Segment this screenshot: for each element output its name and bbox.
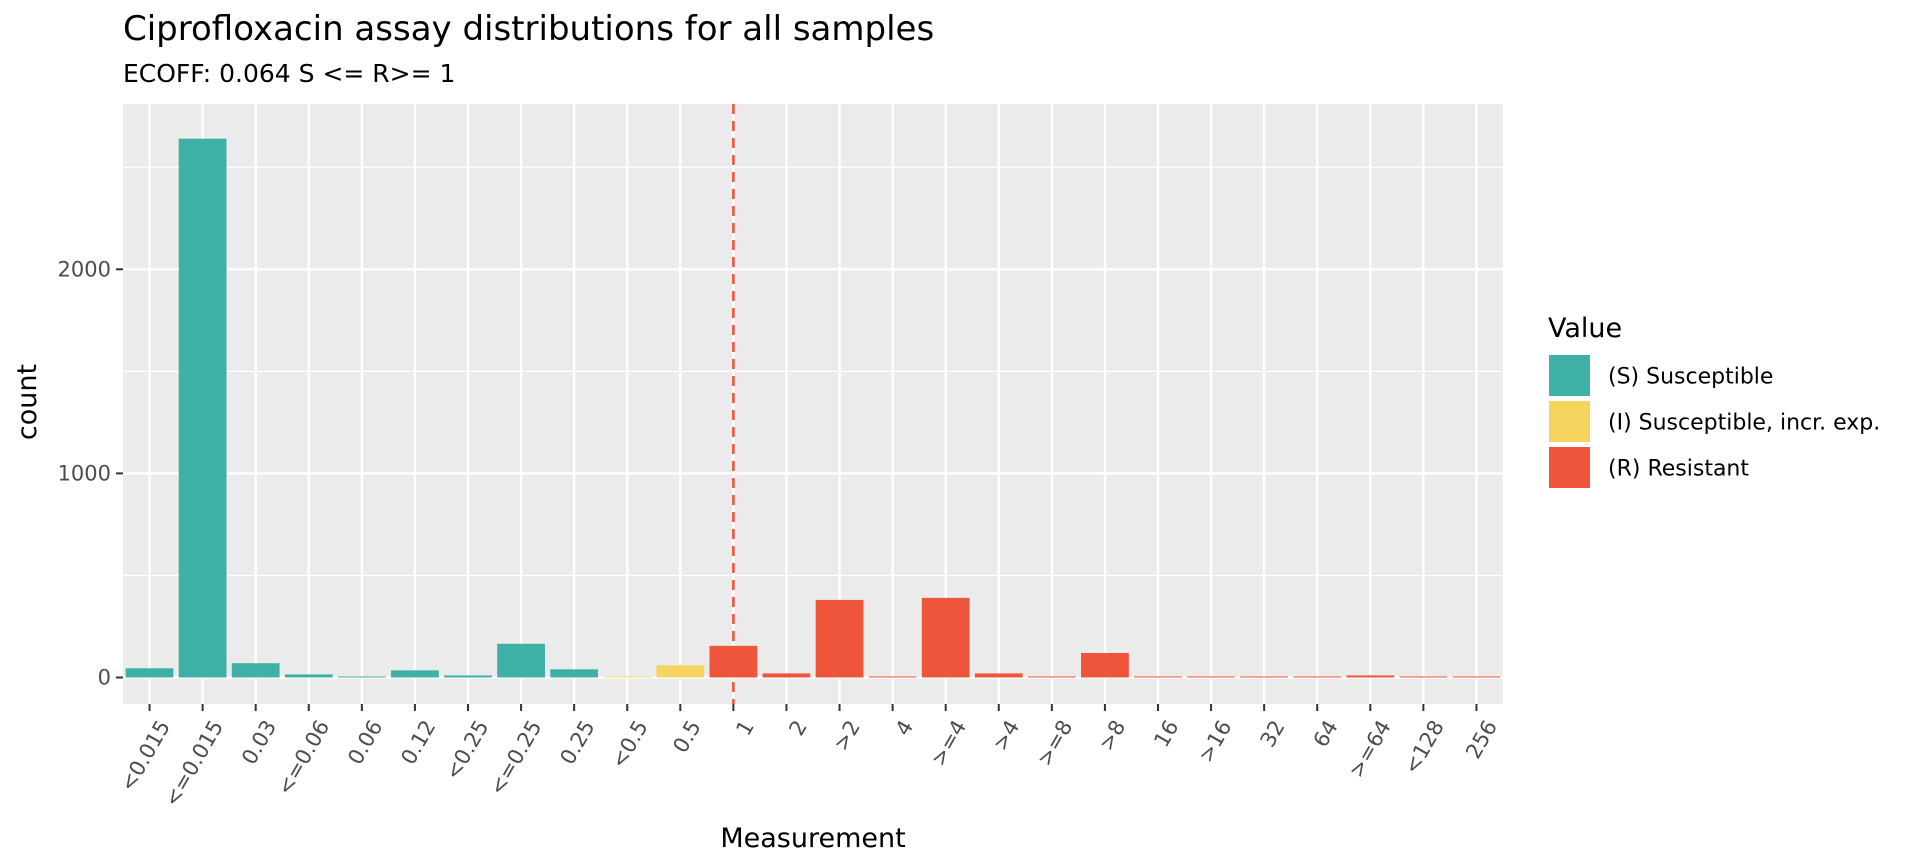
bar-1 [178,138,227,678]
legend-label-S: (S) Susceptible [1608,365,1773,390]
x-axis-title: Measurement [720,823,905,854]
bar-12 [762,673,811,678]
y-tick-label: 2000 [58,257,111,281]
x-tick-label: 4 [891,716,918,740]
y-axis: 0 1000 2000 [58,257,123,689]
bar-23 [1346,675,1395,678]
x-axis: <0.015<=0.015 0.03<=0.06 0.06 0.12 <0.25<=0.… [115,704,1502,811]
panel-background [123,104,1503,704]
legend-label-I: (I) Susceptible, incr. exp. [1608,411,1880,436]
x-tick-label: 1 [731,716,758,740]
legend: Value (S) Susceptible (I) Susceptible, in… [1547,313,1880,490]
x-tick-label: >=64 [1344,716,1396,782]
bar-17 [1027,676,1076,678]
x-tick-label: 32 [1255,716,1289,751]
bar-4 [337,676,386,678]
bar-9 [603,676,652,678]
x-tick-label: >16 [1194,716,1237,766]
bar-18 [1081,652,1129,678]
bar-8 [550,669,599,678]
bar-20 [1187,676,1235,678]
y-tick-label: 0 [98,665,111,689]
bar-3 [284,674,333,678]
x-tick-label: 256 [1461,716,1502,763]
legend-title: Value [1548,313,1622,344]
x-tick-label: <0.25 [441,716,494,784]
y-tick-label: 1000 [58,461,111,485]
bar-25 [1452,676,1501,678]
x-tick-label: <=0.06 [273,716,335,799]
x-tick-label: 64 [1309,716,1343,751]
x-tick-label: 0.06 [343,716,387,769]
bars [125,138,1501,678]
bar-7 [497,643,545,678]
legend-key-R [1547,445,1592,490]
x-tick-label: <0.5 [606,716,652,772]
legend-key-I [1547,399,1592,444]
x-tick-label: >4 [988,716,1024,755]
legend-label-R: (R) Resistant [1608,457,1749,482]
x-tick-label: 16 [1149,716,1183,751]
bar-22 [1293,676,1342,678]
bar-0 [125,668,174,678]
bar-6 [444,675,492,678]
y-axis-title: count [12,364,43,440]
x-tick-label: 0.25 [555,716,599,769]
bar-5 [391,670,439,678]
bar-15 [921,597,970,678]
bar-14 [868,676,917,678]
bar-13 [815,599,864,678]
x-tick-label: <0.015 [115,716,175,795]
x-tick-label: 0.03 [237,716,281,769]
bar-21 [1240,676,1289,678]
x-tick-label: 0.12 [396,716,440,769]
x-tick-label: >8 [1094,716,1130,755]
x-tick-label: <128 [1399,716,1449,778]
chart-subtitle: ECOFF: 0.064 S <= R>= 1 [123,59,455,88]
plot-panel [123,104,1503,704]
bar-19 [1134,676,1182,678]
x-tick-label: <=0.25 [485,716,547,799]
bar-24 [1399,676,1448,678]
bar-16 [974,673,1023,678]
x-tick-label: >=4 [926,716,971,770]
x-tick-label: >=8 [1032,716,1077,770]
bar-2 [231,663,280,678]
x-tick-label: >2 [829,716,865,755]
x-tick-label: 0.5 [668,716,705,757]
legend-key-S [1547,353,1592,398]
bar-10 [656,665,705,678]
chart-title: Ciprofloxacin assay distributions for al… [123,9,934,49]
x-tick-label: 2 [784,716,811,740]
